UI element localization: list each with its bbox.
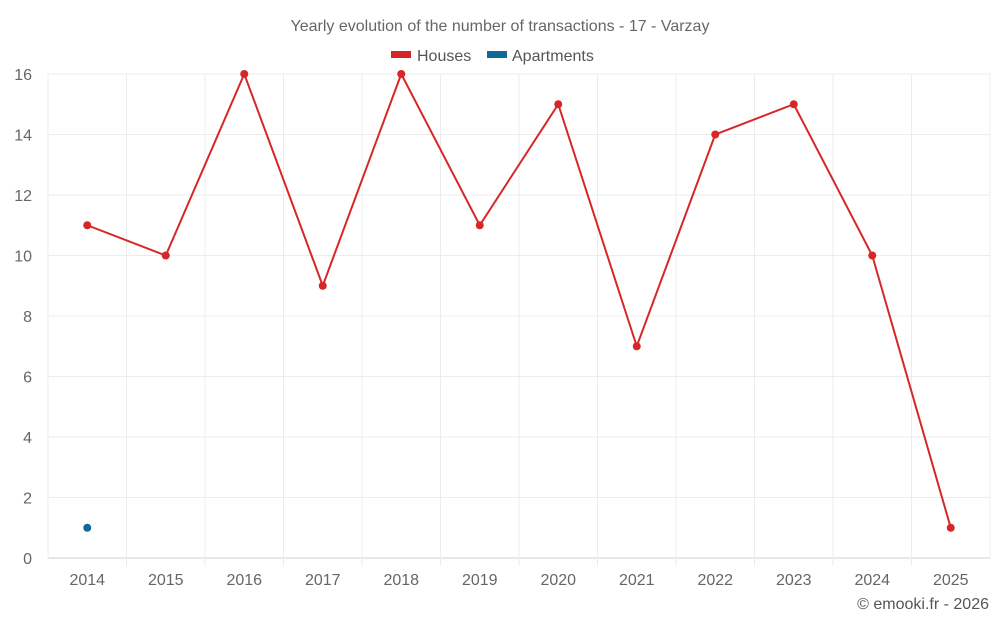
- x-axis: 2014 2015 2016 2017 2018 2019 2020 2021 2022 2023…: [69, 572, 968, 589]
- data-point-apartments[interactable]: [83, 523, 92, 532]
- x-tick-label: 2015: [148, 572, 184, 589]
- legend-swatch-houses: [391, 51, 411, 58]
- y-tick-label: 14: [14, 128, 32, 145]
- x-tick-label: 2021: [619, 572, 655, 589]
- chart-title: Yearly evolution of the number of transa…: [291, 18, 710, 35]
- y-tick-label: 8: [23, 309, 32, 326]
- y-tick-label: 4: [23, 430, 32, 447]
- credit-text: © emooki.fr - 2026: [857, 596, 989, 613]
- data-point-houses[interactable]: [240, 70, 249, 78]
- x-tick-label: 2024: [854, 572, 890, 589]
- data-point-houses[interactable]: [83, 221, 92, 230]
- y-tick-label: 2: [23, 491, 32, 508]
- y-axis: 0 2 4 6 8 10 12 14 16: [14, 67, 32, 568]
- legend-swatch-apartments: [487, 51, 507, 58]
- y-tick-label: 16: [14, 67, 32, 84]
- data-point-houses[interactable]: [475, 221, 484, 230]
- x-tick-label: 2025: [933, 572, 969, 589]
- x-tick-label: 2017: [305, 572, 341, 589]
- x-tick-label: 2019: [462, 572, 498, 589]
- data-point-houses[interactable]: [789, 100, 798, 109]
- legend-label-apartments[interactable]: Apartments: [512, 48, 594, 65]
- data-point-houses[interactable]: [868, 251, 877, 260]
- x-tick-label: 2018: [383, 572, 419, 589]
- legend[interactable]: Houses Apartments: [391, 48, 594, 65]
- data-point-houses[interactable]: [946, 523, 955, 532]
- series-line-houses: [86, 71, 952, 529]
- data-point-houses[interactable]: [711, 130, 720, 139]
- data-point-houses[interactable]: [161, 251, 170, 260]
- y-tick-label: 10: [14, 249, 32, 266]
- x-tick-label: 2014: [69, 572, 105, 589]
- data-point-houses[interactable]: [397, 70, 406, 78]
- x-tick-label: 2016: [226, 572, 262, 589]
- y-tick-label: 0: [23, 551, 32, 568]
- y-tick-label: 12: [14, 188, 32, 205]
- legend-label-houses[interactable]: Houses: [417, 48, 471, 65]
- data-point-houses[interactable]: [318, 281, 327, 290]
- data-point-houses[interactable]: [632, 342, 641, 351]
- plot-area: [83, 70, 955, 532]
- x-tick-label: 2023: [776, 572, 812, 589]
- x-tick-label: 2020: [540, 572, 576, 589]
- data-point-houses[interactable]: [554, 100, 563, 109]
- y-tick-label: 6: [23, 370, 32, 387]
- x-tick-label: 2022: [697, 572, 733, 589]
- grid: [47, 73, 991, 566]
